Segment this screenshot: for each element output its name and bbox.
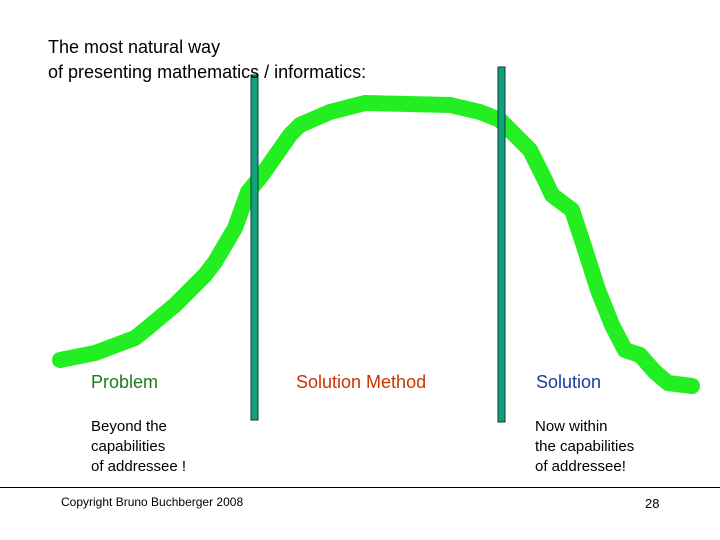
note-line: of addressee ! <box>91 458 187 475</box>
solution-boundary-bar <box>497 66 506 423</box>
note-line: of addressee! <box>535 458 626 475</box>
problem-label: Problem <box>91 372 159 392</box>
note-line: Beyond the <box>91 418 167 435</box>
slide-title-line-1: The most natural way <box>48 37 221 57</box>
within-capabilities-note: Now within the capabilities of addressee… <box>535 417 634 477</box>
footer-divider <box>0 487 720 488</box>
note-line: Now within <box>535 418 608 435</box>
beyond-capabilities-note: Beyond the capabilities of addressee ! <box>91 417 186 477</box>
page-number: 28 <box>645 496 660 511</box>
note-line: the capabilities <box>535 438 635 455</box>
problem-boundary-bar <box>250 74 259 421</box>
copyright-text: Copyright Bruno Buchberger 2008 <box>61 495 244 509</box>
slide-title-line-2: of presenting mathematics / informatics: <box>48 62 367 82</box>
solution-label: Solution <box>536 372 602 392</box>
difficulty-curve <box>52 95 700 394</box>
note-line: capabilities <box>91 438 166 455</box>
solution-method-label: Solution Method <box>296 372 427 392</box>
